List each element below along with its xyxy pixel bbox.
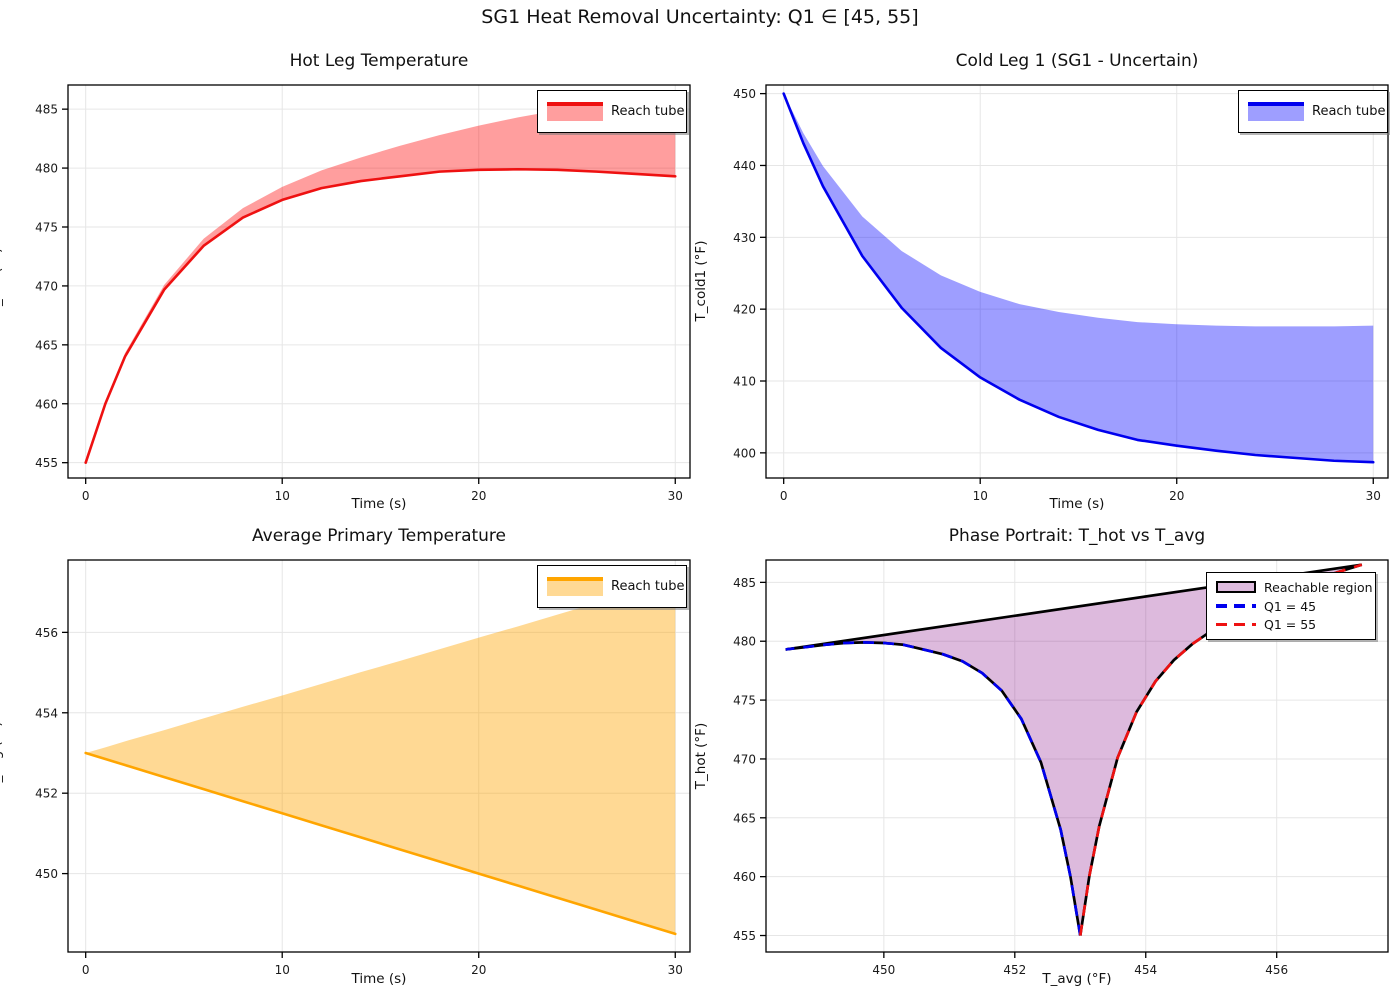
x-tick-label: 454: [1134, 963, 1157, 977]
axes-frame: [765, 559, 1389, 953]
y-tick-label: 460: [733, 870, 756, 884]
y-tick-label: 455: [733, 929, 756, 943]
y-tick-label: 440: [733, 159, 756, 173]
x-tick-label: 456: [1265, 963, 1288, 977]
x-tick-label: 10: [973, 489, 988, 503]
x-tick-label: 10: [275, 489, 290, 503]
blue-band-icon: [1248, 102, 1304, 121]
y-tick-label: 480: [733, 635, 756, 649]
x-tick-label: 452: [1003, 963, 1026, 977]
avg-primary-ylabel: T_avg (°F): [0, 721, 4, 791]
x-tick-label: 0: [780, 489, 788, 503]
y-tick-label: 420: [733, 303, 756, 317]
phase-ylabel: T_hot (°F): [693, 722, 709, 790]
axes-frame: [67, 84, 691, 479]
cold-leg-xlabel: Time (s): [1049, 496, 1105, 512]
legend-label: Q1 = 55: [1264, 617, 1317, 633]
x-tick-label: 10: [275, 963, 290, 977]
legend-label: Reach tube: [611, 104, 685, 119]
blue-dashed-line-icon: [1216, 604, 1256, 608]
phase-xlabel: T_avg (°F): [1042, 971, 1112, 987]
x-tick-label: 0: [82, 963, 90, 977]
y-tick-label: 475: [733, 694, 756, 708]
red-band-icon: [547, 102, 603, 121]
cold-leg-legend: Reach tube: [1238, 90, 1388, 133]
cold_leg1-band: [783, 93, 1374, 463]
y-tick-label: 460: [35, 397, 58, 411]
hot_leg-bound-line: [84, 167, 677, 464]
y-tick-label: 400: [733, 446, 756, 460]
phase-portrait-title: Phase Portrait: T_hot vs T_avg: [948, 526, 1206, 546]
legend-row: Q1 = 55: [1216, 615, 1366, 634]
avg-primary-title: Average Primary Temperature: [252, 526, 506, 546]
hot-leg-ylabel: T_hot (°F): [0, 247, 4, 315]
y-tick-label: 454: [35, 706, 58, 720]
hot-leg-xlabel: Time (s): [351, 496, 407, 512]
legend-row: Reach tube: [547, 577, 685, 597]
y-tick-label: 430: [733, 231, 756, 245]
x-tick-label: 30: [668, 963, 683, 977]
avg-primary-legend: Reach tube: [537, 565, 687, 608]
cold-leg-ylabel: T_cold1 (°F): [693, 240, 709, 322]
y-tick-label: 485: [35, 103, 58, 117]
legend-label: Reachable region: [1264, 579, 1373, 595]
y-tick-label: 450: [35, 867, 58, 881]
avg-primary-xlabel: Time (s): [351, 971, 407, 987]
cold_leg1-bound-line: [782, 92, 1375, 464]
y-tick-label: 465: [35, 338, 58, 352]
red-dashed-line-icon: [1216, 622, 1256, 627]
x-tick-label: 0: [82, 489, 90, 503]
axes-frame: [67, 559, 691, 953]
cold-leg-title: Cold Leg 1 (SG1 - Uncertain): [955, 51, 1199, 71]
legend-row: Q1 = 45: [1216, 597, 1366, 616]
y-tick-label: 470: [733, 752, 756, 766]
x-tick-label: 30: [668, 489, 683, 503]
y-tick-label: 475: [35, 220, 58, 234]
legend-row: Reachable region: [1216, 578, 1373, 597]
x-tick-label: 20: [471, 489, 486, 503]
y-tick-label: 452: [35, 787, 58, 801]
phase-legend: Reachable region Q1 = 45 Q1 = 55: [1206, 572, 1376, 640]
x-tick-label: 20: [471, 963, 486, 977]
hot-leg-title: Hot Leg Temperature: [289, 51, 469, 71]
legend-label: Q1 = 45: [1264, 598, 1317, 614]
x-tick-label: 20: [1169, 489, 1184, 503]
y-tick-label: 456: [35, 626, 58, 640]
orange-band-icon: [547, 577, 603, 596]
y-tick-label: 410: [733, 375, 756, 389]
hot-leg-legend: Reach tube: [537, 90, 687, 133]
legend-row: Reach tube: [547, 102, 685, 122]
legend-label: Reach tube: [1312, 104, 1386, 119]
figure-suptitle: SG1 Heat Removal Uncertainty: Q1 ∈ [45, …: [481, 6, 919, 28]
trajectory-q1-45: [785, 641, 1082, 936]
y-tick-label: 450: [733, 87, 756, 101]
y-tick-label: 455: [35, 456, 58, 470]
y-tick-label: 485: [733, 576, 756, 590]
avg_primary-band: [85, 580, 676, 934]
reachable-region-icon: [1216, 581, 1256, 594]
avg_primary-bound-line: [84, 751, 677, 936]
y-tick-label: 465: [733, 811, 756, 825]
legend-row: Reach tube: [1248, 102, 1386, 122]
x-tick-label: 30: [1366, 489, 1381, 503]
axes-frame: [765, 84, 1389, 479]
y-tick-label: 470: [35, 279, 58, 293]
x-tick-label: 450: [872, 963, 895, 977]
legend-label: Reach tube: [611, 579, 685, 594]
y-tick-label: 480: [35, 162, 58, 176]
reachable-region: [785, 564, 1362, 936]
